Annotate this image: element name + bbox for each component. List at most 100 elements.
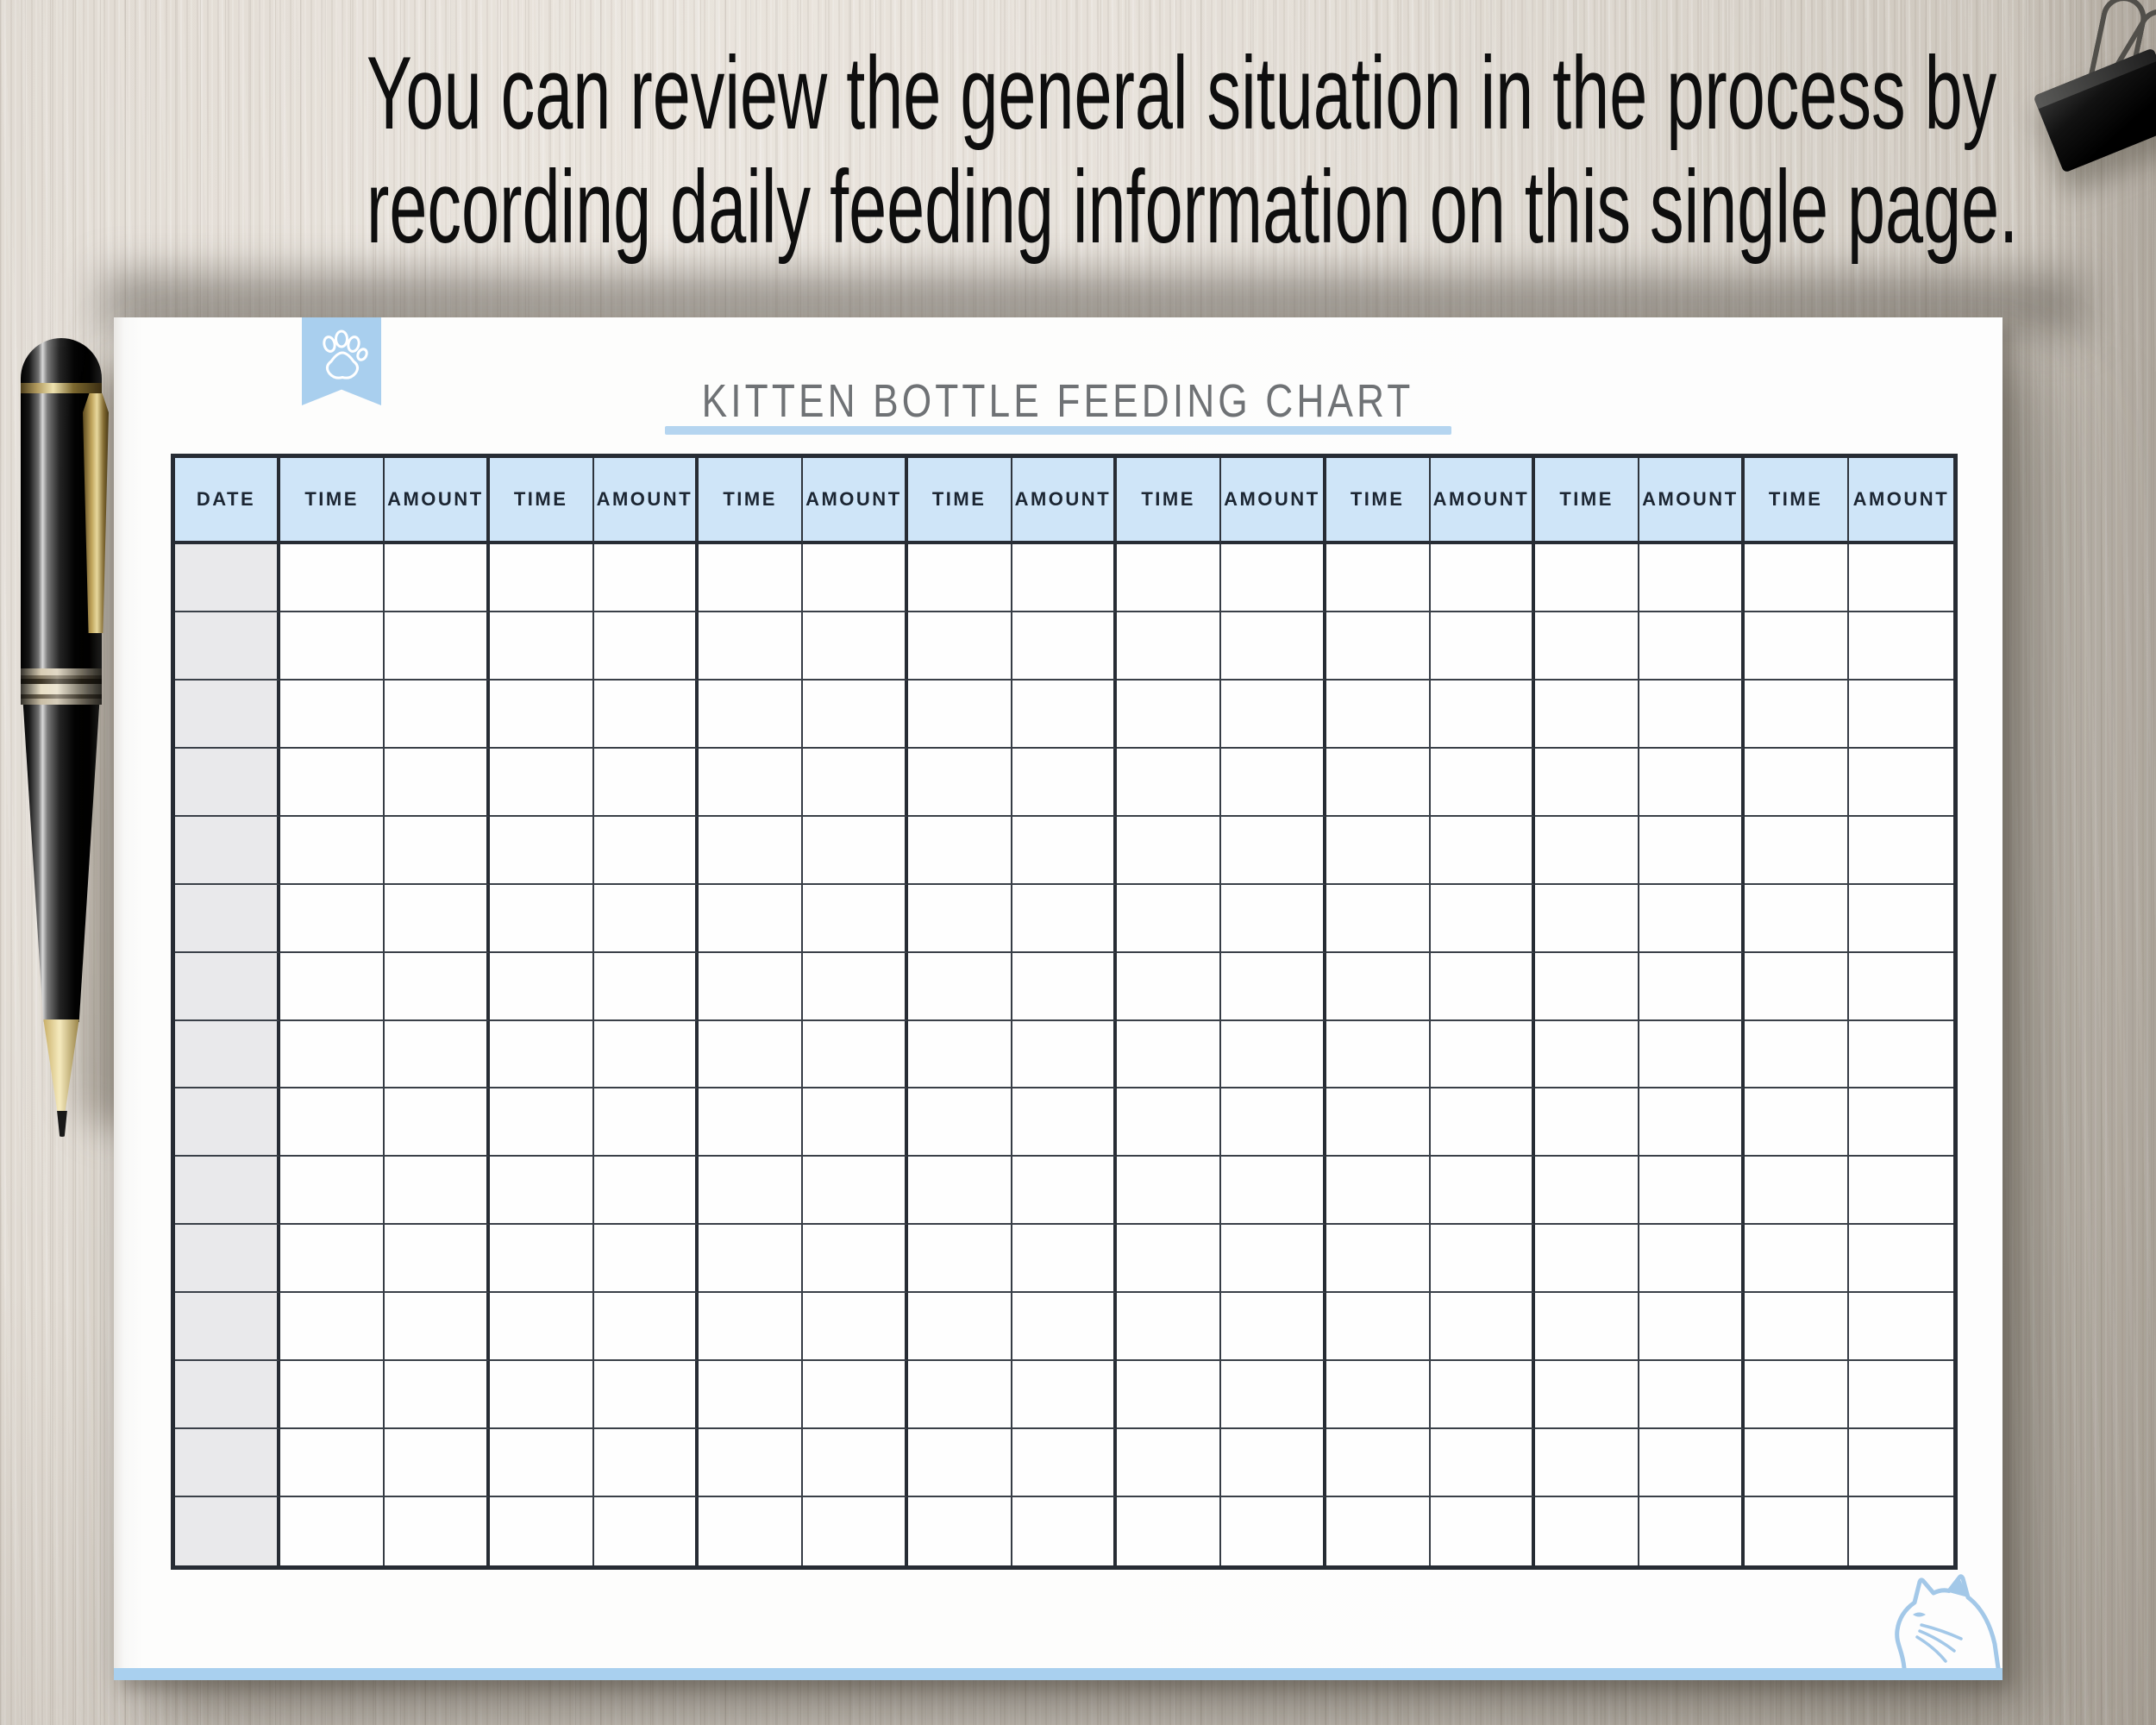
header-cell-date: DATE bbox=[175, 458, 280, 544]
table-cell bbox=[1012, 1293, 1117, 1362]
table-cell bbox=[1326, 680, 1431, 749]
table-cell bbox=[1326, 884, 1431, 953]
table-cell bbox=[907, 816, 1012, 885]
table-cell bbox=[1848, 1225, 1953, 1294]
table-cell bbox=[489, 1157, 594, 1226]
table-cell bbox=[385, 1429, 490, 1498]
table-cell bbox=[280, 1497, 385, 1565]
table-cell bbox=[489, 1293, 594, 1362]
table-cell bbox=[1639, 1497, 1745, 1565]
table-cell bbox=[1639, 1293, 1745, 1362]
table-cell bbox=[1221, 680, 1326, 749]
table-cell bbox=[1639, 1225, 1745, 1294]
table-cell bbox=[385, 952, 490, 1021]
table-cell bbox=[175, 1497, 280, 1565]
table-cell bbox=[1639, 952, 1745, 1021]
table-cell bbox=[1221, 884, 1326, 953]
table-cell bbox=[1326, 612, 1431, 681]
header-cell-time: TIME bbox=[280, 458, 385, 544]
table-cell bbox=[1117, 1020, 1222, 1089]
table-cell bbox=[699, 544, 804, 612]
header-cell-time: TIME bbox=[489, 458, 594, 544]
table-cell bbox=[1326, 1497, 1431, 1565]
table-cell bbox=[489, 952, 594, 1021]
table-cell bbox=[907, 544, 1012, 612]
cat-icon bbox=[1895, 1574, 2001, 1668]
table-cell bbox=[1430, 1361, 1535, 1430]
table-cell bbox=[1848, 952, 1953, 1021]
table-cell bbox=[1117, 1497, 1222, 1565]
table-cell bbox=[1012, 680, 1117, 749]
header-cell-amount: AMOUNT bbox=[1848, 458, 1953, 544]
table-cell bbox=[175, 1225, 280, 1294]
table-cell bbox=[1117, 612, 1222, 681]
table-cell bbox=[280, 612, 385, 681]
table-cell bbox=[699, 1497, 804, 1565]
table-cell bbox=[1430, 1293, 1535, 1362]
pen bbox=[10, 338, 165, 1166]
header-cell-amount: AMOUNT bbox=[1012, 458, 1117, 544]
table-cell bbox=[175, 612, 280, 681]
table-cell bbox=[1848, 1157, 1953, 1226]
table-cell bbox=[1012, 952, 1117, 1021]
table-cell bbox=[1221, 612, 1326, 681]
table-cell bbox=[489, 884, 594, 953]
table-cell bbox=[699, 748, 804, 817]
table-cell bbox=[699, 1293, 804, 1362]
table-cell bbox=[1848, 1361, 1953, 1430]
table-cell bbox=[1639, 884, 1745, 953]
table-cell bbox=[593, 1429, 699, 1498]
table-cell bbox=[385, 1157, 490, 1226]
table-cell bbox=[280, 748, 385, 817]
table-cell bbox=[1535, 544, 1640, 612]
header-cell-amount: AMOUNT bbox=[593, 458, 699, 544]
table-cell bbox=[1012, 1225, 1117, 1294]
table-cell bbox=[175, 1157, 280, 1226]
table-cell bbox=[1848, 544, 1953, 612]
table-cell bbox=[1848, 1429, 1953, 1498]
caption-line-2: recording daily feeding information on t… bbox=[366, 149, 2019, 265]
table-cell bbox=[1430, 748, 1535, 817]
table-cell bbox=[1012, 1429, 1117, 1498]
table-cell bbox=[1744, 544, 1849, 612]
table-cell bbox=[1221, 1497, 1326, 1565]
table-cell bbox=[1744, 612, 1849, 681]
bottom-accent-strip bbox=[114, 1668, 2002, 1680]
table-cell bbox=[1639, 1157, 1745, 1226]
table-cell bbox=[1117, 1225, 1222, 1294]
table-cell bbox=[1117, 1088, 1222, 1157]
table-cell bbox=[907, 1157, 1012, 1226]
table-cell bbox=[1535, 680, 1640, 749]
feeding-table: DATE TIME AMOUNT TIME AMOUNT TIME AMOUNT… bbox=[171, 454, 1958, 1570]
table-cell bbox=[280, 884, 385, 953]
table-cell bbox=[280, 952, 385, 1021]
table-cell bbox=[1430, 1429, 1535, 1498]
table-cell bbox=[1117, 1293, 1222, 1362]
table-cell bbox=[1326, 1020, 1431, 1089]
table-cell bbox=[1848, 612, 1953, 681]
table-cell bbox=[803, 816, 908, 885]
table-cell bbox=[489, 816, 594, 885]
table-cell bbox=[1117, 748, 1222, 817]
table-cell bbox=[1744, 884, 1849, 953]
table-cell bbox=[803, 612, 908, 681]
table-cell bbox=[1326, 748, 1431, 817]
table-cell bbox=[907, 1088, 1012, 1157]
table-cell bbox=[1326, 952, 1431, 1021]
table-cell bbox=[489, 680, 594, 749]
table-cell bbox=[907, 1293, 1012, 1362]
table-cell bbox=[1430, 544, 1535, 612]
table-cell bbox=[593, 1088, 699, 1157]
table-cell bbox=[1535, 1088, 1640, 1157]
table-cell bbox=[699, 884, 804, 953]
table-cell bbox=[1744, 748, 1849, 817]
table-cell bbox=[593, 1497, 699, 1565]
table-cell bbox=[280, 1361, 385, 1430]
table-cell bbox=[803, 1020, 908, 1089]
table-cell bbox=[1117, 884, 1222, 953]
table-cell bbox=[699, 816, 804, 885]
pen-tip bbox=[57, 1111, 67, 1137]
table-cell bbox=[699, 1429, 804, 1498]
table-cell bbox=[1744, 1429, 1849, 1498]
title-underline bbox=[665, 426, 1451, 435]
